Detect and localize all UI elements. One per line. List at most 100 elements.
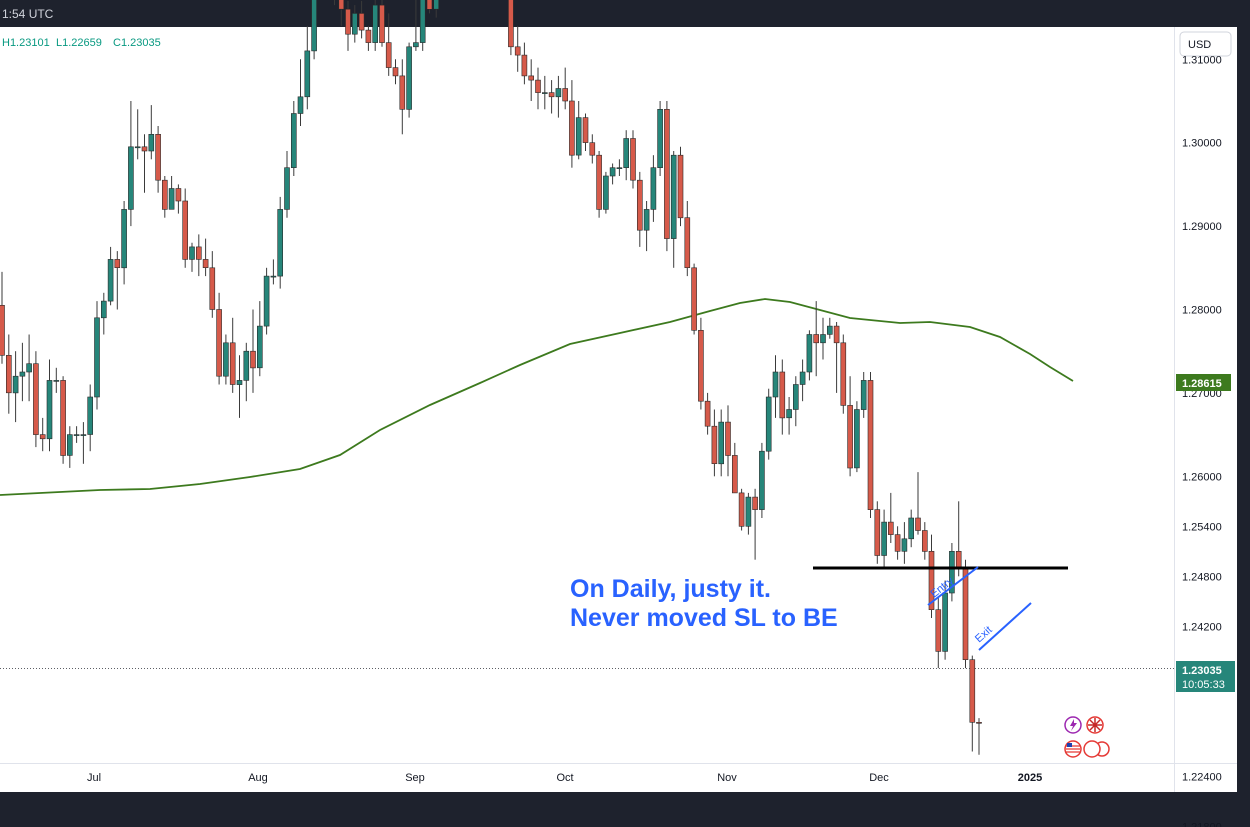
candle-up [786,409,792,419]
candle-down [229,342,236,385]
candle-down [833,325,840,344]
candle-up [657,109,663,169]
ohlc-high: H1.23101 [2,37,50,49]
candle-down [155,134,161,181]
candle-up [87,396,93,435]
candle-up [121,209,127,269]
annotation-line-1: On Daily, justy it. [570,575,771,603]
candle-down [921,530,928,552]
candle-down [345,8,351,35]
candle-down [636,179,643,231]
candle-up [949,550,955,594]
time-tick-label: Nov [717,772,737,784]
candle-down [725,421,731,456]
candle-up [799,371,806,385]
annotation-line-2: Never moved SL to BE [570,604,838,632]
candle-down [114,259,121,268]
candle-down [392,67,399,77]
candle-down [385,42,392,68]
price-tick-label: 1.28000 [1182,305,1222,317]
candle-down [731,455,738,494]
entry-line[interactable] [927,566,979,606]
candle-up [26,363,32,373]
candle-down [867,380,874,510]
time-tick-label: Sep [405,772,425,784]
candle-down [60,380,66,456]
time-tick-label: Oct [556,772,573,784]
candle-up [223,342,229,377]
candle-up [575,117,582,156]
candle-up [623,138,630,169]
time-tick-label: Dec [869,772,889,784]
candle-down [887,521,894,535]
candle-down [589,142,596,156]
price-tick-label: 1.30000 [1182,138,1222,150]
price-tick-label: 1.24800 [1182,571,1222,583]
status-bar: 1:54 UTC [0,0,1250,27]
candle-up [792,384,799,410]
event-icons[interactable] [1064,716,1110,758]
candle-down [976,721,982,724]
candle-up [128,146,134,210]
candle-up [609,167,616,177]
candle-down [691,267,697,331]
exit-line[interactable] [978,602,1032,651]
candle-up [243,350,250,381]
candle-down [426,0,433,10]
candle-down [338,0,345,10]
candle-up [854,409,860,469]
candle-up [277,209,284,277]
candle-up [908,517,915,540]
candle-down [955,550,962,569]
candle-up [745,496,752,527]
candle-down [928,550,935,610]
candle-down [847,405,853,469]
candle-down [711,425,718,465]
candle-down [182,200,188,260]
time-axis[interactable]: Jul Aug Sep Oct Nov Dec 2025 [87,772,1042,784]
price-tick-label: 1.21800 [1182,822,1222,827]
us-flag-icon-2[interactable] [1083,740,1101,758]
candle-up [263,275,270,327]
candle-down [698,329,704,402]
candle-up [616,167,623,169]
candle-up [304,50,311,98]
chart-canvas[interactable] [0,27,1237,792]
candle-up [284,167,290,210]
candle-down [738,492,745,527]
us-canton-icon [1067,743,1072,747]
candle-down [196,246,202,260]
last-price-badge [1176,661,1235,692]
candle-down [216,309,222,377]
ohlc-low: L1.22659 [56,37,102,49]
ma-value-text: 1.28615 [1182,378,1222,390]
uk-cross-icon [1088,718,1102,732]
candle-up [168,188,175,210]
candle-down [6,354,12,394]
candle-up [901,538,908,552]
time-tick-label: 2025 [1018,772,1042,784]
price-tick-label: 1.26000 [1182,471,1222,483]
candle-up [101,300,107,319]
candle-down [664,109,670,239]
countdown-text: 10:05:33 [1182,679,1225,691]
price-axis[interactable]: 1.350001.340001.330001.320001.310001.300… [1182,0,1222,827]
candle-up [555,88,562,98]
candle-down [175,188,182,202]
candle-down [399,75,406,110]
candle-down [915,517,921,531]
candle-down [630,138,636,181]
candle-up [765,396,772,452]
candle-down [704,400,711,427]
candle-up [134,146,141,149]
right-edge [1237,27,1250,792]
moving-average-line [0,298,1074,496]
candle-up [820,334,826,344]
candle-up [643,209,650,231]
candle-down [840,342,847,406]
candle-up [881,521,887,556]
candle-up [826,325,833,335]
candle-up [73,434,80,436]
currency-button[interactable] [1179,31,1232,57]
